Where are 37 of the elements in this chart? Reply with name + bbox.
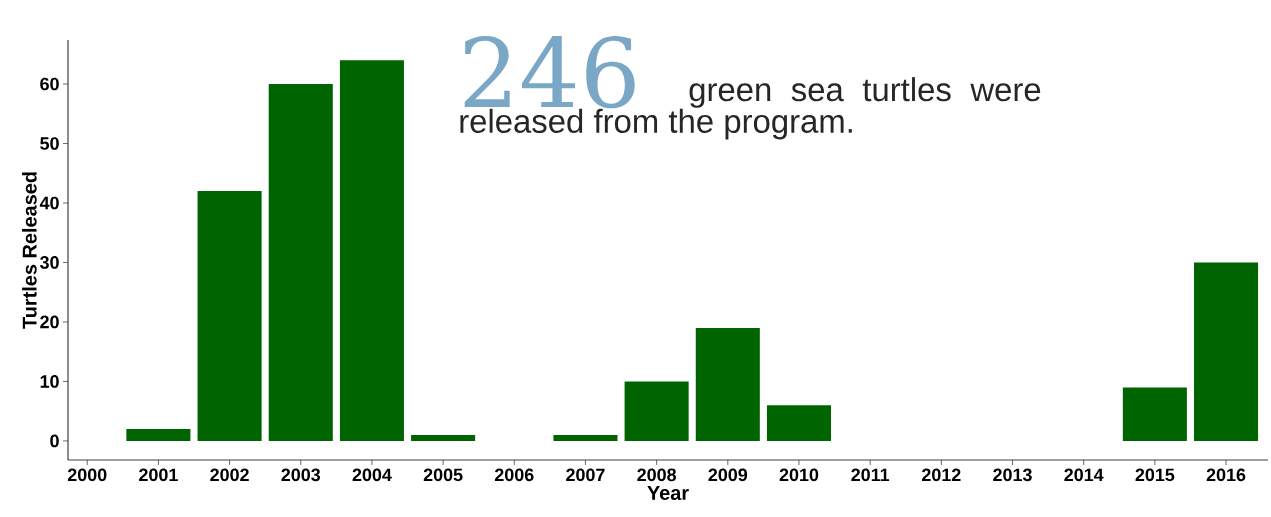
bar — [624, 381, 689, 441]
x-axis-title: Year — [647, 486, 689, 500]
x-tick-label: 2001 — [139, 468, 178, 482]
y-tick-label: 10 — [40, 375, 59, 388]
x-tick-label: 2008 — [637, 468, 677, 482]
y-tick-label: 60 — [40, 77, 59, 91]
x-tick-label: 2010 — [779, 468, 819, 482]
x-tick-label: 2012 — [922, 468, 961, 482]
x-tick-label: 2003 — [281, 468, 321, 482]
x-tick-label: 2000 — [67, 468, 107, 482]
y-tick-label: 0 — [50, 434, 59, 448]
bar — [553, 435, 618, 441]
bar — [197, 191, 262, 441]
x-tick-label: 2016 — [1206, 468, 1246, 482]
y-tick-label: 20 — [40, 315, 59, 329]
x-tick-label: 2007 — [566, 468, 605, 482]
x-tick-label: 2015 — [1135, 468, 1175, 482]
bar — [1122, 387, 1187, 441]
y-tick-label: 40 — [39, 196, 59, 210]
x-tick-label: 2009 — [708, 468, 748, 482]
x-tick-label: 2002 — [210, 468, 249, 482]
bar — [1194, 262, 1259, 441]
x-tick-label: 2013 — [993, 468, 1032, 482]
x-tick-label: 2006 — [494, 468, 534, 482]
bar — [766, 405, 832, 441]
y-tick-label: 30 — [39, 256, 59, 269]
bar — [695, 327, 760, 441]
y-axis-title: Turtles Released — [22, 172, 37, 329]
bar — [411, 435, 476, 441]
x-tick-label: 2005 — [423, 468, 463, 482]
bar — [268, 84, 333, 441]
bar — [126, 429, 191, 441]
x-tick-label: 2014 — [1064, 468, 1104, 482]
bar — [339, 60, 404, 441]
x-tick-label: 2004 — [352, 468, 392, 482]
y-tick-label: 50 — [40, 137, 59, 150]
x-tick-label: 2011 — [851, 468, 890, 482]
